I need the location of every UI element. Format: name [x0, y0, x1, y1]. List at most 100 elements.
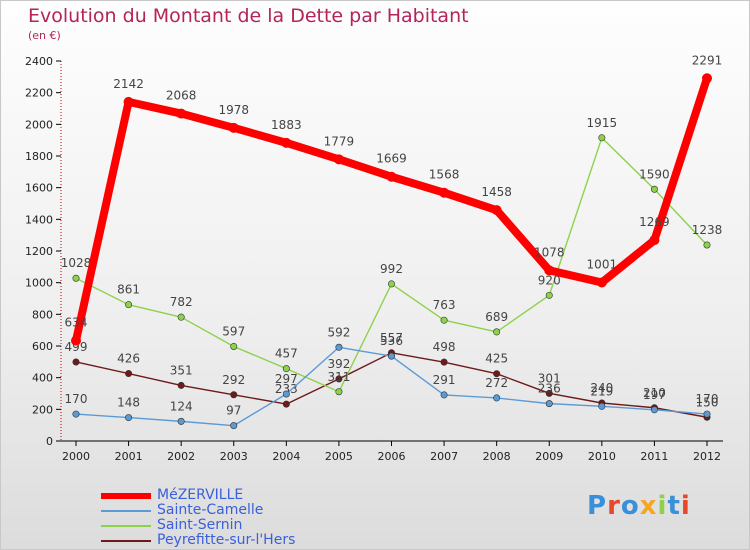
data-point	[440, 391, 448, 399]
data-label: 536	[380, 334, 403, 348]
data-label: 992	[380, 262, 403, 276]
legend-label: Sainte-Camelle	[157, 502, 264, 518]
data-label: 861	[117, 283, 140, 297]
data-point	[335, 375, 343, 383]
data-label: 351	[170, 363, 193, 377]
data-point	[493, 328, 501, 336]
data-point	[281, 137, 292, 148]
y-tick-label: 400	[32, 372, 53, 385]
data-label: 457	[275, 347, 298, 361]
data-label: 634	[65, 316, 88, 330]
legend-swatch	[101, 493, 151, 499]
data-label: 210	[643, 386, 666, 400]
data-label: 2291	[692, 53, 723, 67]
data-point	[703, 410, 711, 418]
legend-label: MéZERVILLE	[157, 487, 244, 503]
data-point	[650, 185, 658, 193]
data-label: 170	[65, 392, 88, 406]
y-tick-label: 1600	[25, 182, 53, 195]
x-tick-label: 2012	[693, 450, 721, 463]
data-point	[72, 358, 80, 366]
y-tick-label: 1200	[25, 245, 53, 258]
x-tick-label: 2009	[535, 450, 563, 463]
x-tick-label: 2011	[640, 450, 668, 463]
legend-swatch	[101, 540, 151, 542]
y-tick-label: 800	[32, 308, 53, 321]
data-label: 425	[485, 352, 508, 366]
data-point	[282, 390, 290, 398]
data-label: 170	[696, 392, 719, 406]
legend-swatch	[101, 510, 151, 512]
x-tick-label: 2006	[378, 450, 406, 463]
data-point	[71, 335, 81, 346]
data-point	[545, 400, 553, 408]
y-tick-label: 2000	[25, 118, 53, 131]
data-point	[493, 370, 501, 378]
logo-letter: i	[680, 491, 691, 521]
data-label: 1915	[587, 116, 618, 130]
data-label: 240	[590, 381, 613, 395]
data-label: 2142	[113, 77, 144, 91]
logo-letter: t	[667, 491, 681, 521]
data-label: 597	[222, 324, 245, 338]
data-point	[230, 342, 238, 350]
data-label: 2068	[166, 89, 197, 103]
x-tick-label: 2001	[115, 450, 143, 463]
proxiti-logo: Proxiti	[587, 491, 691, 521]
logo-letter: P	[587, 491, 608, 521]
data-label: 763	[433, 298, 456, 312]
data-point	[177, 313, 185, 321]
data-label: 557	[380, 331, 403, 345]
data-label: 301	[538, 371, 561, 385]
chart-unit-label: (en €)	[28, 29, 61, 42]
data-point	[386, 171, 397, 182]
data-point	[440, 316, 448, 324]
data-label: 392	[327, 357, 350, 371]
x-tick-label: 2002	[167, 450, 195, 463]
data-label: 689	[485, 310, 508, 324]
data-label: 124	[170, 399, 193, 413]
data-point	[649, 235, 660, 246]
data-point	[702, 73, 712, 84]
y-tick-label: 2200	[25, 87, 53, 100]
x-tick-label: 2000	[62, 450, 90, 463]
logo-letter: o	[620, 491, 640, 521]
logo-letter: r	[607, 491, 621, 521]
data-point	[335, 388, 343, 396]
data-point	[176, 108, 187, 119]
data-label: 1590	[639, 167, 670, 181]
data-label: 219	[590, 384, 613, 398]
data-label: 1978	[218, 103, 249, 117]
data-point	[387, 280, 395, 288]
data-label: 1001	[587, 258, 618, 272]
data-label: 1078	[534, 245, 565, 259]
data-point	[333, 154, 344, 165]
data-point	[598, 134, 606, 142]
data-label: 426	[117, 352, 140, 366]
data-label: 150	[696, 395, 719, 409]
y-tick-label: 1800	[25, 150, 53, 163]
data-point	[230, 391, 238, 399]
x-tick-label: 2007	[430, 450, 458, 463]
data-label: 197	[643, 388, 666, 402]
data-point	[493, 394, 501, 402]
data-label: 1028	[61, 256, 92, 270]
data-point	[125, 370, 133, 378]
data-label: 292	[222, 373, 245, 387]
data-point	[491, 205, 502, 216]
data-label: 592	[327, 325, 350, 339]
data-point	[177, 417, 185, 425]
data-point	[230, 422, 238, 430]
data-label: 236	[538, 382, 561, 396]
data-point	[596, 277, 607, 288]
data-label: 291	[433, 373, 456, 387]
data-label: 1669	[376, 152, 407, 166]
data-label: 233	[275, 382, 298, 396]
data-label: 297	[275, 372, 298, 386]
data-point	[439, 187, 450, 198]
logo-letter: i	[657, 491, 668, 521]
data-point	[387, 352, 395, 360]
x-tick-label: 2008	[483, 450, 511, 463]
